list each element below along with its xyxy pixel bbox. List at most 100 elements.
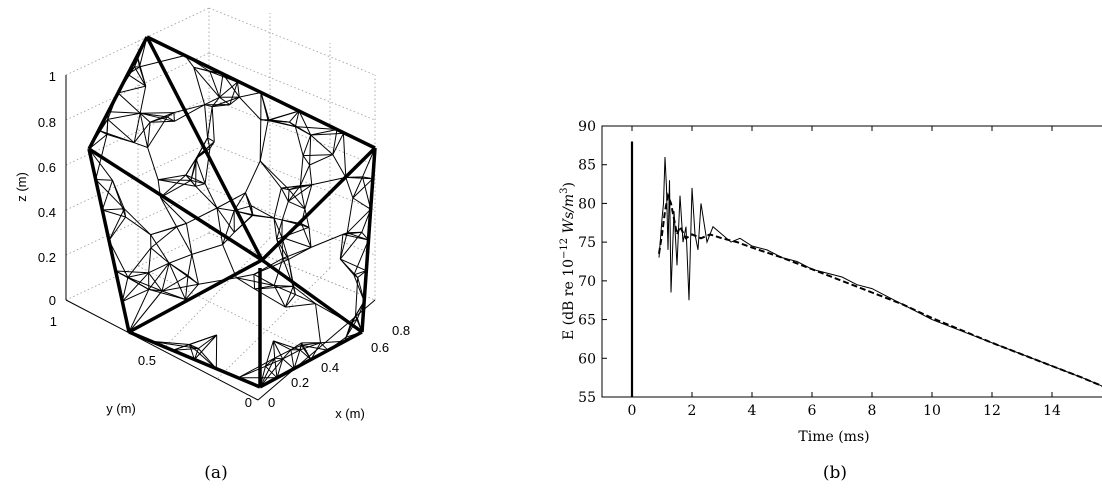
mesh-edge [147, 122, 151, 148]
mesh-edge [107, 112, 141, 120]
mesh-edge [158, 174, 186, 181]
mesh-edge [189, 344, 199, 349]
mesh-edge [117, 92, 141, 114]
mesh-edge [339, 258, 355, 276]
x-tick-label: 4 [748, 403, 757, 419]
mesh-edge [289, 121, 311, 136]
mesh-edge [139, 112, 151, 123]
mesh-edge [108, 208, 125, 241]
mesh-edge [207, 106, 213, 138]
mesh-edge [195, 183, 206, 187]
mesh-edge [294, 110, 300, 127]
mesh-edge [293, 349, 301, 369]
mesh-edge [161, 262, 170, 292]
mesh-edge [342, 233, 369, 241]
mesh-edge [302, 134, 312, 156]
mesh-edge [273, 285, 286, 308]
mesh-edge [207, 137, 215, 143]
mesh-edge [282, 349, 301, 360]
series-line-solid [658, 156, 1102, 387]
mesh-edge [174, 104, 205, 122]
mesh-edge [127, 73, 146, 87]
series-line-dashed [658, 192, 1102, 388]
x-tick-label: 6 [808, 403, 817, 419]
mesh-edge [342, 133, 347, 178]
x-tick-label: 14 [1043, 403, 1061, 419]
mesh-edge [236, 277, 255, 290]
mesh-edge [253, 273, 275, 286]
mesh-edge [285, 294, 296, 308]
mesh-edge [310, 134, 334, 155]
mesh-edge [308, 227, 312, 248]
mesh-edge [168, 253, 193, 264]
mesh-edge [276, 219, 283, 240]
mesh-edge [292, 286, 316, 304]
y-tick-label: 1 [50, 314, 57, 329]
mesh-edge [95, 179, 125, 210]
mesh-edge [259, 119, 262, 162]
mesh-edge [265, 357, 276, 367]
mesh-edge [204, 183, 218, 209]
mesh-edge [273, 218, 278, 240]
mesh-edge [285, 303, 316, 308]
mesh-edge [355, 277, 359, 317]
mesh-edge [185, 174, 206, 185]
mesh-edge [301, 223, 312, 248]
mesh-edge [219, 81, 238, 98]
mesh-edge [342, 231, 362, 235]
mesh-edge [107, 119, 135, 144]
mesh-edge [281, 184, 312, 189]
mesh-edge [236, 277, 275, 286]
mesh-edge [216, 207, 224, 245]
mesh-edge [133, 121, 151, 144]
mesh-edge [185, 283, 199, 300]
mesh-edge [302, 155, 311, 166]
mesh-edge [301, 342, 312, 360]
mesh-edge [125, 216, 151, 236]
mesh-edge [160, 197, 187, 224]
mesh-edge [284, 286, 294, 308]
mesh-edge [272, 340, 276, 359]
mesh-edge [219, 73, 224, 98]
mesh-edge [290, 349, 295, 369]
mesh-edge [191, 254, 199, 285]
mesh-edge [173, 112, 175, 122]
y-tick-label: 65 [578, 313, 596, 329]
mesh-edge [127, 276, 163, 292]
x-tick-label: 0.2 [291, 375, 309, 390]
grid-line [208, 97, 376, 166]
mesh-edge [280, 187, 289, 202]
mesh-edge [150, 340, 199, 349]
x-tick-label: 0.8 [392, 323, 410, 338]
mesh-edge [108, 216, 127, 241]
data-series [630, 141, 1102, 397]
mesh-edge [310, 233, 344, 248]
mesh-edge [194, 334, 218, 360]
mesh-edge [238, 96, 262, 121]
mesh-edge [160, 179, 192, 198]
mesh-edge [345, 176, 363, 178]
mesh-edge [244, 192, 252, 207]
mesh-edge [216, 207, 235, 212]
mesh-edge [299, 155, 304, 186]
y-tick-labels: 55 60 65 70 75 80 85 90 [578, 119, 596, 406]
mesh-edge [148, 272, 163, 292]
x-tick-labels: 0 2 4 6 8 10 12 14 [628, 403, 1061, 419]
mesh-edge [304, 184, 313, 209]
grid-line [208, 232, 376, 301]
mesh-edge [295, 294, 316, 305]
mesh-edge [195, 148, 211, 160]
mesh-edge [273, 217, 283, 238]
mesh-edge [294, 126, 304, 156]
mesh-edge [251, 205, 275, 219]
mesh-edge [353, 274, 365, 302]
mesh-edge [346, 208, 372, 234]
mesh-edge [195, 158, 206, 184]
mesh-edge [282, 257, 289, 260]
mesh-edge [332, 154, 347, 178]
mesh-edge [288, 246, 312, 260]
mesh-edge [265, 365, 278, 379]
mesh-edge [147, 147, 159, 180]
grid-line [208, 187, 376, 256]
mesh-edge [315, 303, 321, 343]
